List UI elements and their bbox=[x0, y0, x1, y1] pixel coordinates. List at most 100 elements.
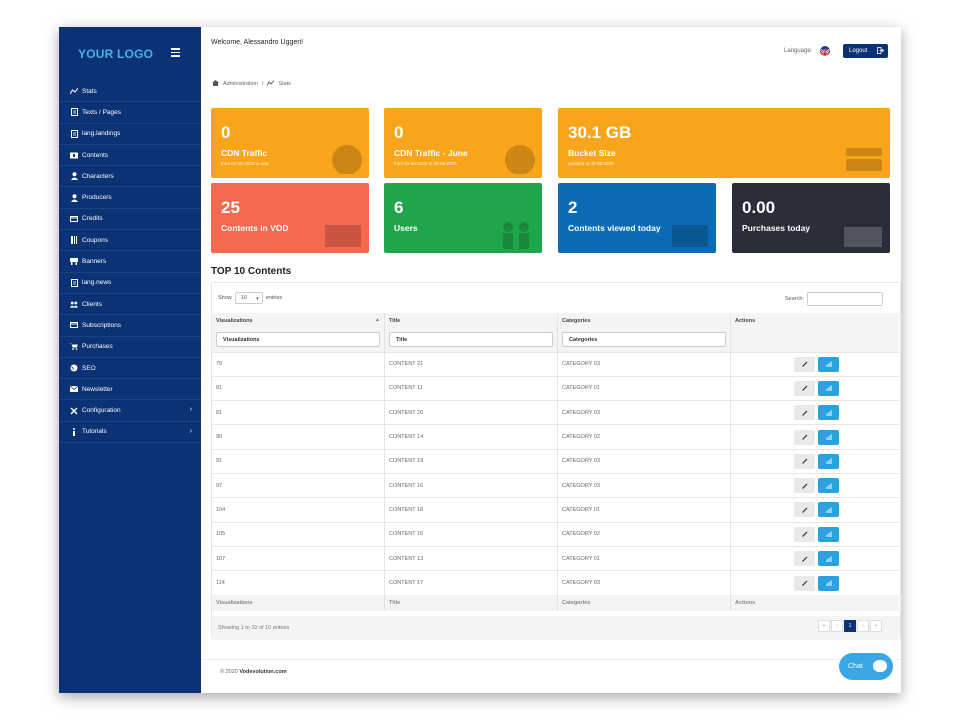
last-page-button[interactable]: » bbox=[870, 620, 882, 632]
edit-button[interactable] bbox=[794, 453, 815, 469]
tools-icon bbox=[70, 407, 78, 415]
table-row: 90 CONTENT 14 CATEGORY 02 bbox=[212, 424, 901, 450]
language-label: Language: bbox=[784, 48, 813, 54]
cell-title: CONTENT 11 bbox=[384, 375, 558, 401]
stats-button[interactable] bbox=[818, 405, 839, 421]
sidebar-item-stats[interactable]: Stats bbox=[59, 81, 201, 103]
edit-button[interactable] bbox=[794, 575, 815, 591]
stats-button[interactable] bbox=[818, 551, 839, 567]
tile-label: Users bbox=[394, 223, 418, 233]
globe-icon bbox=[332, 145, 362, 174]
footer-visualizations: Visualizations bbox=[212, 594, 385, 611]
stats-button[interactable] bbox=[818, 380, 839, 396]
sidebar-item-clients[interactable]: Clients bbox=[59, 294, 201, 316]
sidebar-nav: Stats Texts / Pages lang.landings Conten… bbox=[59, 81, 201, 444]
sidebar-item-seo[interactable]: SEO bbox=[59, 358, 201, 380]
chat-button[interactable]: Chat bbox=[839, 653, 893, 680]
table-body: 79 CONTENT 21 CATEGORY 03 81 CONTENT 11 CATEG… bbox=[212, 351, 901, 595]
sidebar-item-credits[interactable]: Credits bbox=[59, 209, 201, 231]
company-link[interactable]: Vodevolution.com bbox=[239, 669, 287, 675]
edit-button[interactable] bbox=[794, 478, 815, 494]
cell-category: CATEGORY 03 bbox=[557, 448, 731, 474]
sidebar-item-purchases[interactable]: Purchases bbox=[59, 337, 201, 358]
cell-title: CONTENT 16 bbox=[384, 472, 558, 498]
sidebar-item-tutorials[interactable]: Tutorials › bbox=[59, 422, 201, 444]
next-page-button[interactable]: › bbox=[857, 620, 869, 632]
prev-page-button[interactable]: ‹ bbox=[831, 620, 843, 632]
cell-actions bbox=[730, 351, 901, 377]
page-1-button[interactable]: 1 bbox=[844, 620, 856, 632]
column-header-visualizations[interactable]: Visualizations ▲ bbox=[212, 313, 385, 328]
bar-chart-icon bbox=[826, 531, 831, 538]
edit-button[interactable] bbox=[794, 356, 815, 372]
filter-categories-input[interactable]: Categories bbox=[562, 332, 726, 348]
stats-button[interactable] bbox=[818, 575, 839, 591]
sidebar-item-coupons[interactable]: Coupons bbox=[59, 230, 201, 252]
chart-line-icon bbox=[266, 80, 275, 88]
pencil-icon bbox=[801, 434, 807, 440]
bar-chart-icon bbox=[826, 410, 831, 416]
edit-button[interactable] bbox=[794, 380, 815, 396]
pencil-icon bbox=[801, 458, 807, 465]
table-footer: Showing 1 to 10 of 10 entries « ‹ 1 › » bbox=[212, 616, 900, 640]
tile-subtitle: updated at 30-06-2020 bbox=[568, 161, 614, 166]
edit-button[interactable] bbox=[794, 405, 815, 421]
logout-button[interactable]: Logout bbox=[843, 44, 888, 58]
sidebar-item-configuration[interactable]: Configuration › bbox=[59, 400, 201, 422]
uk-flag-icon[interactable] bbox=[820, 46, 830, 56]
stats-button[interactable] bbox=[818, 478, 839, 494]
sidebar-item-texts-pages[interactable]: Texts / Pages bbox=[59, 102, 201, 124]
chevron-right-icon: › bbox=[189, 406, 192, 414]
column-header-categories[interactable]: Categories bbox=[557, 313, 731, 328]
menu-toggle-icon[interactable] bbox=[171, 48, 180, 57]
cell-title: CONTENT 17 bbox=[384, 570, 558, 595]
cart-icon bbox=[70, 343, 78, 351]
logo[interactable]: YOUR LOGO bbox=[78, 47, 154, 61]
sidebar-item-label: Coupons bbox=[82, 236, 109, 244]
column-header-title[interactable]: Title bbox=[384, 313, 558, 328]
tile-subtitle: from 01-06-2020 to 29-06-2020 bbox=[394, 161, 457, 166]
sidebar-item-subscriptions[interactable]: Subscriptions bbox=[59, 315, 201, 337]
users-icon bbox=[503, 222, 529, 249]
filter-visualizations-input[interactable]: Visualizations bbox=[216, 332, 380, 348]
database-icon bbox=[846, 148, 882, 171]
bar-chart-icon bbox=[826, 580, 831, 587]
edit-button[interactable] bbox=[794, 551, 815, 567]
tile-cdn-traffic-june: 0 CDN Traffic - June from 01-06-2020 to … bbox=[384, 108, 542, 178]
filter-title-input[interactable]: Title bbox=[389, 332, 553, 348]
tile-label: Bucket Size bbox=[568, 148, 616, 158]
cell-visualizations: 90 bbox=[212, 424, 385, 450]
tile-cdn-traffic: 0 CDN Traffic from 01-06-2020 to now bbox=[211, 108, 369, 178]
sidebar-item-lang-news[interactable]: lang.news bbox=[59, 273, 201, 294]
sidebar-item-characters[interactable]: Characters bbox=[59, 166, 201, 188]
sidebar-item-newsletter[interactable]: Newsletter bbox=[59, 379, 201, 401]
welcome-text: Welcome, Alessandro Uggeri! bbox=[211, 39, 304, 46]
sidebar-item-label: Contents bbox=[82, 151, 109, 159]
stats-button[interactable] bbox=[818, 453, 839, 469]
envelope-icon bbox=[70, 385, 78, 393]
cell-actions bbox=[730, 472, 901, 498]
stats-button[interactable] bbox=[818, 526, 839, 542]
stats-button[interactable] bbox=[818, 429, 839, 445]
pencil-icon bbox=[801, 410, 807, 416]
sidebar-item-contents[interactable]: Contents bbox=[59, 145, 201, 167]
stats-button[interactable] bbox=[818, 356, 839, 372]
edit-button[interactable] bbox=[794, 502, 815, 518]
entries-select[interactable]: 10 ▾ bbox=[234, 292, 263, 304]
first-page-button[interactable]: « bbox=[818, 620, 830, 632]
chat-bubble-icon bbox=[873, 660, 887, 672]
edit-button[interactable] bbox=[794, 429, 815, 445]
breadcrumb-administration[interactable]: Administration bbox=[223, 81, 258, 87]
edit-button[interactable] bbox=[794, 526, 815, 542]
sidebar-item-banners[interactable]: Banners bbox=[59, 251, 201, 273]
sidebar-item-label: Stats bbox=[82, 87, 97, 95]
sidebar-item-lang-landings[interactable]: lang.landings bbox=[59, 124, 201, 145]
bar-chart-icon bbox=[826, 507, 831, 513]
tile-value: 0 bbox=[221, 123, 231, 142]
copyright: © 2020 Vodevolution.com bbox=[220, 669, 287, 675]
sidebar-item-label: Tutorials bbox=[82, 428, 107, 436]
sidebar-item-label: Banners bbox=[82, 258, 107, 266]
search-input[interactable] bbox=[806, 292, 883, 306]
sidebar-item-producers[interactable]: Producers bbox=[59, 187, 201, 209]
stats-button[interactable] bbox=[818, 502, 839, 518]
